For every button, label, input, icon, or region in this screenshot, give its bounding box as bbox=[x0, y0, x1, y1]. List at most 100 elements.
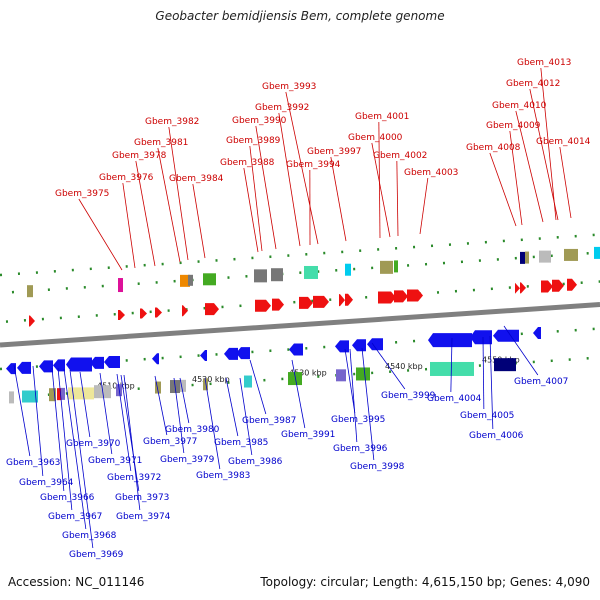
gene-leader-line bbox=[489, 335, 494, 430]
gene-label: Gbem_4005 bbox=[460, 411, 514, 421]
gene-arrow bbox=[520, 282, 526, 294]
gene-leader-line bbox=[120, 374, 140, 492]
gene-arrow bbox=[224, 347, 238, 360]
gene-leader-line bbox=[503, 325, 539, 376]
gene-leader-line bbox=[135, 160, 156, 267]
gene-arrow bbox=[313, 295, 329, 308]
gene-label: Gbem_3996 bbox=[333, 444, 388, 454]
feature-box bbox=[9, 391, 14, 404]
gene-arrow bbox=[272, 298, 284, 311]
gene-label: Gbem_3978 bbox=[112, 151, 167, 161]
gene-label: Gbem_3966 bbox=[40, 493, 95, 503]
gene-leader-line bbox=[515, 110, 544, 223]
gene-label: Gbem_3985 bbox=[214, 438, 268, 448]
feature-box bbox=[155, 381, 161, 394]
gene-arrow bbox=[236, 347, 250, 360]
feature-box bbox=[188, 274, 193, 286]
gene-arrow bbox=[339, 294, 345, 307]
genome-summary: Topology: circular; Length: 4,615,150 bp… bbox=[260, 575, 590, 589]
gene-leader-line bbox=[249, 359, 267, 415]
feature-box bbox=[203, 378, 208, 391]
gene-arrow bbox=[90, 356, 104, 369]
gene-arrow bbox=[493, 329, 519, 342]
feature-box bbox=[68, 387, 94, 400]
feature-box bbox=[539, 250, 551, 263]
gene-arrow bbox=[541, 280, 553, 293]
gene-leader-line bbox=[154, 375, 168, 436]
feature-box bbox=[61, 387, 65, 400]
gene-leader-line bbox=[32, 365, 44, 477]
gene-label: Gbem_3983 bbox=[196, 471, 250, 481]
gene-leader-line bbox=[371, 342, 406, 390]
feature-box bbox=[118, 278, 123, 293]
gene-label: Gbem_4007 bbox=[514, 377, 568, 387]
gene-leader-line bbox=[78, 198, 123, 271]
gene-arrow bbox=[345, 293, 353, 306]
gene-label: Gbem_3993 bbox=[262, 82, 316, 92]
gene-arrow bbox=[367, 338, 383, 351]
feature-box bbox=[394, 260, 398, 273]
feature-box bbox=[49, 388, 56, 402]
gene-label: Gbem_4012 bbox=[506, 79, 560, 89]
gene-arrow bbox=[552, 279, 564, 292]
gene-label: Gbem_4004 bbox=[427, 394, 482, 404]
gene-leader-line bbox=[51, 367, 65, 492]
gene-label: Gbem_3967 bbox=[48, 512, 102, 522]
gene-leader-line bbox=[157, 147, 181, 263]
gene-leader-line bbox=[419, 177, 429, 235]
gene-label: Gbem_3989 bbox=[226, 136, 281, 146]
gene-arrow bbox=[394, 290, 408, 303]
gene-leader-line bbox=[122, 182, 136, 269]
gene-label: Gbem_3981 bbox=[134, 138, 188, 148]
gene-label: Gbem_4014 bbox=[536, 137, 591, 147]
track-dashes bbox=[0, 251, 600, 295]
gene-leader-line bbox=[278, 112, 301, 247]
gene-label: Gbem_3986 bbox=[228, 457, 283, 467]
gene-label: Gbem_3970 bbox=[66, 439, 121, 449]
feature-box bbox=[288, 372, 302, 386]
genome-title: Geobacter bemidjiensis Bem, complete gen… bbox=[155, 9, 445, 23]
feature-box bbox=[336, 369, 346, 382]
gene-arrow bbox=[470, 330, 492, 345]
gene-leader-line bbox=[344, 348, 356, 414]
gene-label: Gbem_4010 bbox=[492, 101, 547, 111]
gene-label: Gbem_4006 bbox=[469, 431, 524, 441]
feature-box bbox=[356, 367, 370, 381]
gene-leader-line bbox=[116, 373, 132, 472]
scale-label: 4530 kbp bbox=[289, 368, 327, 377]
gene-leader-line bbox=[173, 377, 185, 454]
gene-arrow bbox=[182, 305, 188, 317]
gene-arrow bbox=[428, 333, 472, 348]
gene-leader-line bbox=[13, 364, 31, 457]
gene-leader-line bbox=[371, 142, 391, 238]
gene-leader-line bbox=[396, 160, 399, 237]
gene-label: Gbem_3971 bbox=[88, 456, 142, 466]
gene-leader-line bbox=[361, 347, 375, 461]
feature-box bbox=[520, 251, 525, 264]
gene-arrow bbox=[289, 343, 303, 356]
feature-box bbox=[254, 269, 267, 283]
gene-arrow bbox=[255, 299, 271, 312]
scale-label: 4510 kbp bbox=[97, 381, 135, 390]
gene-arrow bbox=[118, 310, 125, 321]
gene-arrow bbox=[352, 339, 366, 352]
gene-leader-line bbox=[225, 377, 239, 437]
track-dashes bbox=[0, 233, 600, 277]
feature-box bbox=[564, 248, 578, 261]
feature-box bbox=[304, 265, 318, 279]
gene-label: Gbem_3992 bbox=[255, 103, 309, 113]
accession-text: Accession: NC_011146 bbox=[8, 575, 145, 589]
gene-label: Gbem_3975 bbox=[55, 189, 109, 199]
gene-arrow bbox=[335, 340, 349, 353]
gene-leader-line bbox=[489, 152, 517, 227]
gene-leader-line bbox=[249, 145, 263, 252]
feature-box bbox=[203, 273, 216, 286]
gene-leader-line bbox=[291, 359, 306, 429]
gene-label: Gbem_4013 bbox=[517, 58, 571, 68]
gene-leader-line bbox=[285, 91, 319, 245]
gene-arrow bbox=[407, 289, 423, 302]
feature-box bbox=[244, 375, 252, 388]
gene-label: Gbem_4000 bbox=[348, 133, 403, 143]
gene-leader-line bbox=[179, 377, 190, 424]
